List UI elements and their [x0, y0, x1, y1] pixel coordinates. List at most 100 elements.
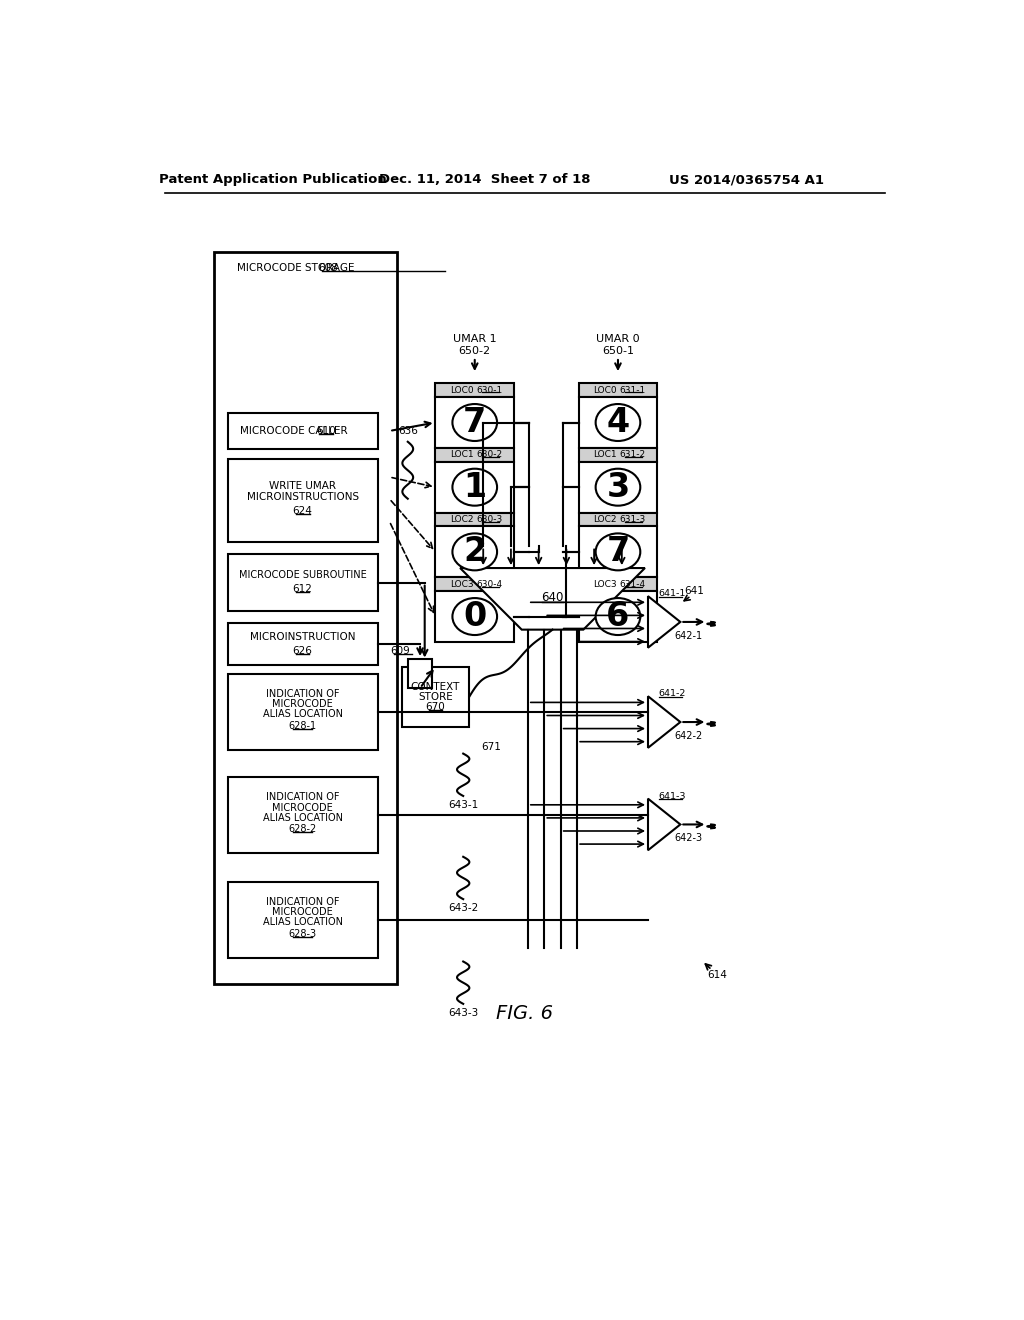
Bar [435, 527, 514, 577]
Text: ALIAS LOCATION: ALIAS LOCATION [262, 813, 343, 822]
Text: 608: 608 [318, 263, 338, 273]
Bar [579, 591, 657, 642]
Bar [227, 623, 378, 665]
Text: LOC2: LOC2 [593, 515, 616, 524]
Text: 6: 6 [606, 601, 630, 634]
Text: 642-2: 642-2 [674, 731, 702, 741]
Bar [227, 554, 378, 611]
Text: 7: 7 [463, 407, 486, 440]
Text: 1: 1 [463, 471, 486, 504]
Text: MICROCODE: MICROCODE [272, 803, 333, 813]
Text: 0: 0 [463, 601, 486, 634]
Text: INDICATION OF: INDICATION OF [266, 792, 339, 803]
Text: MICROINSTRUCTION: MICROINSTRUCTION [250, 632, 355, 642]
Text: 641-2: 641-2 [658, 689, 686, 698]
Text: 610: 610 [315, 426, 336, 436]
Bar [435, 577, 514, 591]
Text: US 2014/0365754 A1: US 2014/0365754 A1 [669, 173, 824, 186]
Ellipse shape [596, 533, 640, 570]
Text: 630-3: 630-3 [476, 515, 503, 524]
Bar [579, 462, 657, 512]
Bar [435, 462, 514, 512]
Ellipse shape [453, 469, 497, 506]
Bar [579, 383, 657, 397]
Bar [435, 591, 514, 642]
Text: 628-1: 628-1 [289, 721, 316, 731]
Ellipse shape [596, 404, 640, 441]
Text: 624: 624 [293, 506, 312, 516]
Polygon shape [648, 597, 680, 648]
Bar [401, 667, 469, 726]
Bar [227, 777, 378, 853]
Text: UMAR 0: UMAR 0 [596, 334, 640, 345]
Text: ALIAS LOCATION: ALIAS LOCATION [262, 709, 343, 719]
Ellipse shape [453, 533, 497, 570]
Text: MICROINSTRUCTIONS: MICROINSTRUCTIONS [247, 492, 358, 502]
Text: Patent Application Publication: Patent Application Publication [159, 173, 387, 186]
Text: LOC2: LOC2 [450, 515, 473, 524]
Text: MICROCODE STORAGE: MICROCODE STORAGE [238, 263, 355, 273]
Text: LOC1: LOC1 [593, 450, 616, 459]
Text: 4: 4 [606, 407, 630, 440]
Text: INDICATION OF: INDICATION OF [266, 689, 339, 700]
Polygon shape [648, 696, 680, 748]
Text: 7: 7 [606, 536, 630, 569]
Text: 609: 609 [390, 647, 410, 656]
Bar [579, 512, 657, 527]
Text: MICROCODE: MICROCODE [272, 700, 333, 709]
Text: 650-2: 650-2 [459, 346, 490, 356]
Text: 671: 671 [481, 742, 501, 751]
Text: 641: 641 [684, 586, 705, 597]
Bar [408, 659, 432, 688]
Bar [435, 447, 514, 462]
Text: 643-3: 643-3 [449, 1008, 478, 1018]
Bar [435, 512, 514, 527]
Ellipse shape [453, 598, 497, 635]
Text: 636: 636 [397, 426, 418, 436]
Text: 631-3: 631-3 [620, 515, 646, 524]
Text: 650-1: 650-1 [602, 346, 634, 356]
Text: MICROCODE: MICROCODE [272, 907, 333, 917]
Bar [579, 527, 657, 577]
Polygon shape [648, 799, 680, 850]
Text: 628-2: 628-2 [289, 824, 316, 834]
Bar [435, 397, 514, 447]
Text: MICROCODE CALLER: MICROCODE CALLER [240, 426, 347, 436]
Text: STORE: STORE [418, 692, 453, 702]
Text: 612: 612 [293, 583, 312, 594]
Text: 631-2: 631-2 [620, 450, 646, 459]
Text: 628-3: 628-3 [289, 929, 316, 939]
Text: 630-2: 630-2 [476, 450, 503, 459]
Ellipse shape [596, 598, 640, 635]
Text: WRITE UMAR: WRITE UMAR [269, 482, 336, 491]
Bar [435, 383, 514, 397]
Text: UMAR 1: UMAR 1 [453, 334, 497, 345]
Bar [227, 459, 378, 543]
Text: 643-1: 643-1 [449, 800, 478, 810]
Ellipse shape [596, 469, 640, 506]
Text: 626: 626 [293, 645, 312, 656]
Text: FIG. 6: FIG. 6 [497, 1003, 553, 1023]
Polygon shape [460, 568, 645, 630]
Text: Dec. 11, 2014  Sheet 7 of 18: Dec. 11, 2014 Sheet 7 of 18 [379, 173, 591, 186]
Text: 614: 614 [708, 970, 727, 979]
Text: ALIAS LOCATION: ALIAS LOCATION [262, 917, 343, 927]
Text: LOC3: LOC3 [593, 579, 616, 589]
Text: 643-2: 643-2 [449, 903, 478, 913]
Bar [227, 412, 378, 449]
Text: 631-4: 631-4 [620, 579, 646, 589]
Bar [579, 447, 657, 462]
Bar [579, 397, 657, 447]
Text: 2: 2 [463, 536, 486, 569]
Text: 631-1: 631-1 [620, 385, 646, 395]
Text: 670: 670 [426, 702, 445, 713]
Ellipse shape [453, 404, 497, 441]
Text: 640: 640 [542, 591, 563, 603]
Bar [214, 252, 397, 983]
Text: CONTEXT: CONTEXT [411, 681, 460, 692]
Bar [227, 675, 378, 750]
Text: LOC3: LOC3 [450, 579, 473, 589]
Text: 630-1: 630-1 [476, 385, 503, 395]
Text: INDICATION OF: INDICATION OF [266, 898, 339, 907]
Text: LOC0: LOC0 [593, 385, 616, 395]
